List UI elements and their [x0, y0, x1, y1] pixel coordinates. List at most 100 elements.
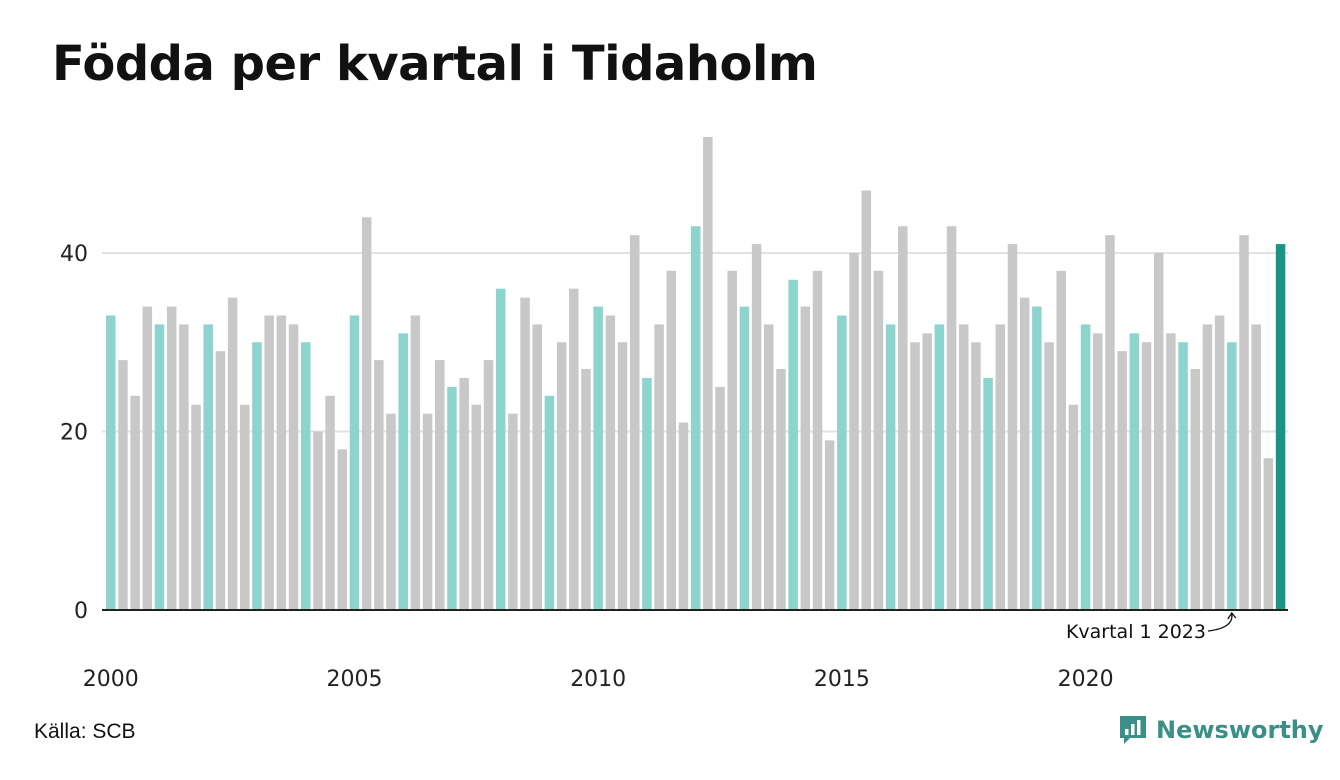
bar [1178, 342, 1188, 610]
bar [215, 351, 226, 610]
bar [861, 190, 872, 610]
brand-name: Newsworthy [1156, 716, 1324, 744]
bar [1214, 315, 1225, 610]
bar [520, 297, 530, 611]
x-tick-label: 2005 [327, 667, 383, 692]
bar [849, 253, 859, 610]
bar [1129, 333, 1140, 610]
y-tick-label: 40 [60, 242, 88, 267]
bar [300, 342, 311, 610]
chart-title: Födda per kvartal i Tidaholm [52, 36, 818, 92]
annotation: Kvartal 1 2023 [1066, 611, 1237, 643]
bar [179, 324, 189, 610]
bar [142, 306, 153, 610]
bar [1263, 458, 1274, 610]
bar [581, 369, 591, 610]
bar [1153, 253, 1164, 610]
bar [1105, 235, 1115, 610]
bar [690, 226, 701, 610]
bar [715, 386, 725, 611]
bar [544, 395, 555, 610]
bar [788, 279, 798, 610]
bar [508, 413, 518, 610]
bar [971, 342, 981, 610]
bar [1019, 297, 1030, 611]
y-tick-label: 0 [74, 599, 88, 624]
bar [666, 270, 677, 610]
bar [459, 377, 469, 610]
bar [1044, 342, 1054, 610]
bar [739, 306, 750, 610]
bar [873, 270, 884, 610]
bar [252, 342, 262, 610]
brand-logo[interactable]: Newsworthy [1118, 714, 1324, 746]
bar [764, 324, 774, 610]
bar [130, 395, 140, 610]
bar [837, 315, 847, 610]
bar [556, 342, 567, 610]
bar [191, 404, 201, 611]
bar [1117, 351, 1127, 610]
bars [106, 136, 1286, 611]
bar [1166, 333, 1176, 610]
x-tick-label: 2010 [570, 667, 626, 692]
y-tick-label: 20 [60, 421, 88, 446]
bar [106, 315, 116, 610]
bar [410, 315, 421, 610]
bar [898, 226, 908, 610]
bar [264, 315, 274, 610]
bar [569, 288, 579, 610]
bar [154, 324, 165, 610]
bar [435, 360, 445, 610]
bar [727, 270, 737, 610]
bar [166, 306, 177, 610]
bar [483, 360, 494, 610]
bar [1056, 270, 1066, 610]
annotation-label: Kvartal 1 2023 [1066, 621, 1206, 643]
bar [361, 217, 372, 611]
bar [922, 333, 932, 610]
bar [1093, 333, 1103, 610]
bar [983, 377, 993, 610]
bar [751, 244, 762, 610]
bar [629, 235, 640, 610]
bar [934, 324, 945, 610]
bar [1239, 235, 1249, 610]
bar [958, 324, 969, 610]
y-axis-ticks: 0 20 40 [60, 242, 88, 624]
bar [885, 324, 896, 610]
bar [1032, 306, 1042, 610]
bar [824, 440, 835, 610]
bar [678, 422, 689, 610]
bar [447, 386, 457, 611]
x-tick-label: 2000 [83, 667, 139, 692]
bar [532, 324, 542, 610]
bar [288, 324, 299, 610]
bar [337, 449, 348, 610]
bar [642, 377, 652, 610]
bar [617, 342, 628, 610]
bar [910, 342, 920, 610]
x-tick-label: 2015 [814, 667, 870, 692]
annotation-arrowhead [1227, 611, 1237, 620]
bar [398, 333, 408, 610]
annotation-arrow [1207, 613, 1233, 632]
bar [800, 306, 811, 610]
bar [1141, 342, 1152, 610]
bar [1227, 342, 1237, 610]
bar [593, 306, 603, 610]
bar [703, 136, 713, 610]
bar [471, 404, 482, 611]
bar [1068, 404, 1079, 611]
bar [422, 413, 433, 610]
bar [1190, 369, 1201, 610]
bar [386, 413, 396, 610]
bar [1275, 244, 1286, 610]
bar [776, 369, 786, 610]
bar [313, 431, 323, 610]
bar [374, 360, 384, 610]
bar [495, 288, 506, 610]
bar [325, 395, 335, 610]
x-axis-ticks: 2000 2005 2010 2015 2020 [83, 667, 1114, 692]
